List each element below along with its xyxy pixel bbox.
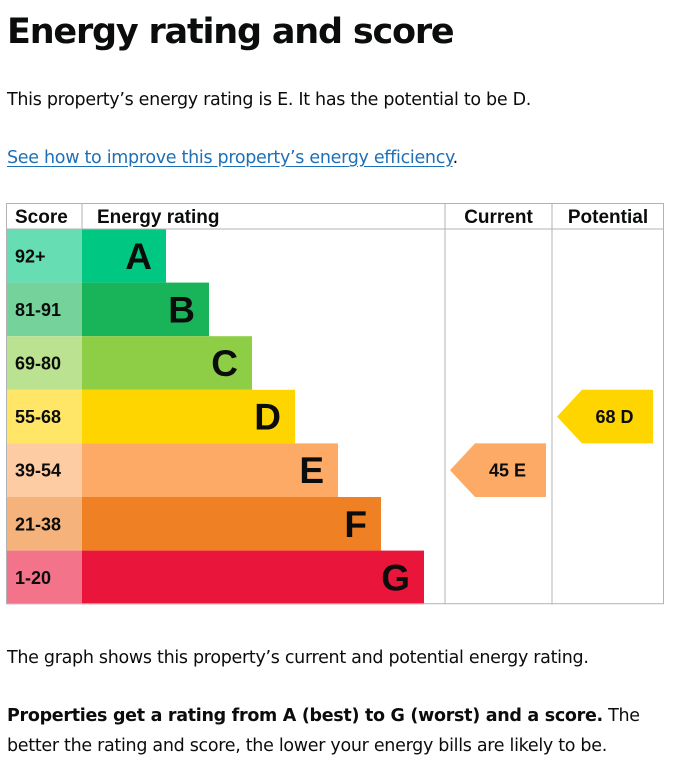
header-potential: Potential [568, 207, 648, 228]
chart-border [6, 203, 664, 605]
rating-bar-c [82, 336, 252, 390]
score-cell-b [6, 282, 82, 337]
score-range-label: 21-38 [15, 514, 61, 534]
score-range-label: 69-80 [15, 354, 61, 374]
header-score: Score [15, 207, 68, 228]
score-range-label: 39-54 [15, 461, 61, 481]
score-cell-g [6, 550, 82, 605]
rating-bar-e [82, 443, 338, 497]
link-suffix: . [452, 148, 459, 168]
score-range-label: 1-20 [15, 568, 51, 588]
score-range-label: 92+ [15, 246, 46, 266]
rating-intro: This property’s energy rating is E. It h… [7, 90, 532, 110]
rating-letter: E [299, 450, 324, 491]
potential-arrow [557, 389, 653, 444]
rating-bar-f [82, 497, 381, 551]
rating-bar-g [82, 550, 424, 605]
score-cell-d [6, 389, 82, 444]
summary-rest: The better the rating and score, the low… [7, 706, 640, 756]
score-range-label: 55-68 [15, 407, 61, 427]
potential-score-label: 68 D [595, 407, 633, 427]
rating-letter: D [254, 397, 281, 438]
score-cell-e [6, 443, 82, 497]
rating-bar-d [82, 389, 295, 444]
energy-rating-chart: 92+ A 81-91 B 69-80 C 55-68 D 39-54 E 21-38 F 1-20 G S… [6, 203, 664, 605]
rating-summary: Properties get a rating from A (best) to… [7, 701, 677, 761]
graph-caption: The graph shows this property’s current … [7, 648, 589, 668]
rating-letter: C [211, 343, 238, 384]
score-cell-c [6, 336, 82, 390]
header-energy-rating: Energy rating [97, 207, 219, 228]
score-cell-a [6, 229, 82, 283]
rating-bar-a [82, 229, 166, 283]
score-cell-f [6, 497, 82, 551]
rating-letter: G [381, 557, 410, 598]
current-arrow [450, 443, 546, 497]
rating-letter: F [344, 504, 367, 545]
summary-bold: Properties get a rating from A (best) to… [7, 706, 603, 726]
rating-letter: A [125, 236, 152, 277]
page-title: Energy rating and score [7, 12, 455, 52]
score-range-label: 81-91 [15, 300, 61, 320]
rating-letter: B [168, 289, 195, 330]
header-current: Current [464, 207, 533, 228]
rating-bar-b [82, 282, 209, 337]
improve-efficiency-link[interactable]: See how to improve this property’s energ… [7, 148, 453, 168]
current-score-label: 45 E [489, 461, 526, 481]
improve-link-line: See how to improve this property’s energ… [7, 143, 458, 173]
